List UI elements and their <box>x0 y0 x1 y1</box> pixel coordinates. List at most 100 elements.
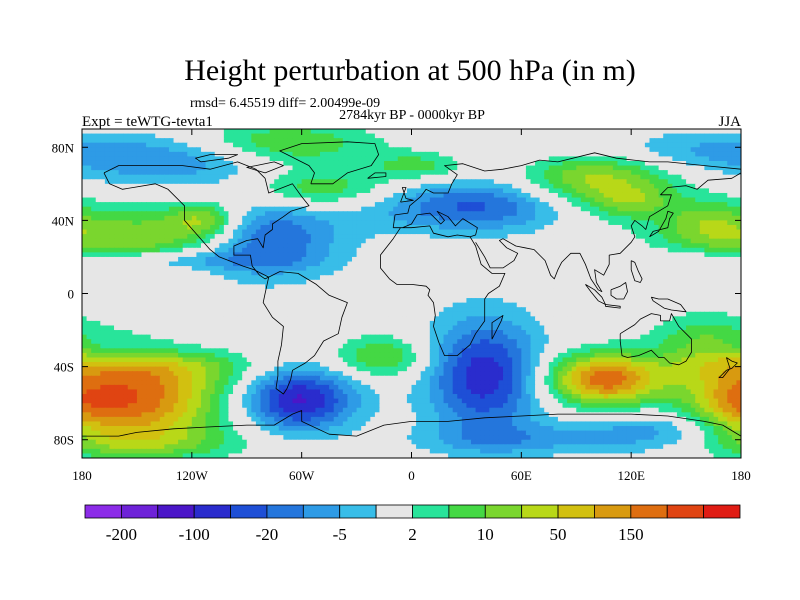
field-cell <box>663 261 669 267</box>
field-cell <box>283 156 289 162</box>
field-cell <box>297 215 303 221</box>
field-cell <box>608 247 614 253</box>
field-cell <box>690 206 696 212</box>
field-cell <box>731 266 738 272</box>
field-cell <box>82 133 88 139</box>
field-cell <box>127 151 133 158</box>
field-cell <box>233 256 239 263</box>
field-cell <box>136 133 143 139</box>
field-cell <box>475 275 481 281</box>
field-cell <box>576 238 582 244</box>
field-cell <box>352 133 358 139</box>
field-cell <box>388 192 394 199</box>
field-cell <box>612 261 619 267</box>
field-cell <box>658 138 664 144</box>
field-cell <box>493 279 500 285</box>
field-cell <box>731 133 738 139</box>
field-cell <box>393 142 399 148</box>
field-cell <box>136 224 143 231</box>
field-cell <box>654 179 660 185</box>
field-cell <box>493 202 500 208</box>
field-cell <box>297 279 303 285</box>
field-cell <box>443 179 449 185</box>
field-cell <box>416 147 422 153</box>
field-cell <box>622 138 628 144</box>
field-cell <box>406 238 413 244</box>
field-cell <box>461 261 468 267</box>
field-cell <box>109 275 115 281</box>
field-cell <box>333 170 339 176</box>
field-cell <box>297 229 303 235</box>
field-cell <box>644 183 651 190</box>
field-cell <box>722 138 728 144</box>
field-cell <box>219 284 225 290</box>
field-cell <box>507 220 513 226</box>
field-cell <box>297 129 303 135</box>
field-cell <box>82 142 88 148</box>
field-cell <box>205 270 211 276</box>
field-cell <box>557 133 564 139</box>
field-cell <box>187 165 193 171</box>
field-cell <box>187 133 193 139</box>
field-cell <box>370 133 376 139</box>
field-cell <box>393 197 399 203</box>
field-cell <box>580 224 587 231</box>
field-cell <box>599 192 605 199</box>
field-cell <box>731 183 738 190</box>
field-cell <box>562 147 568 153</box>
field-cell <box>416 234 422 240</box>
field-cell <box>452 234 458 240</box>
field-cell <box>493 129 500 135</box>
field-cell <box>402 138 408 144</box>
field-cell <box>635 252 641 258</box>
field-cell <box>214 243 220 249</box>
field-cell <box>150 192 156 199</box>
field-cell <box>265 183 271 190</box>
field-cell <box>297 156 303 162</box>
field-cell <box>429 247 435 253</box>
field-cell <box>635 129 641 135</box>
field-cell <box>544 238 550 244</box>
field-cell <box>608 234 614 240</box>
field-cell <box>722 252 728 258</box>
field-cell <box>173 142 179 148</box>
field-cell <box>713 270 719 276</box>
field-cell <box>708 261 715 267</box>
field-cell <box>461 133 468 139</box>
field-cell <box>507 252 513 258</box>
field-cell <box>690 197 696 203</box>
field-cell <box>411 238 417 244</box>
field-cell <box>361 129 367 135</box>
field-cell <box>274 247 280 253</box>
field-cell <box>631 160 637 167</box>
field-cell <box>242 142 248 148</box>
field-cell <box>470 183 477 190</box>
field-cell <box>438 151 445 158</box>
field-cell <box>246 147 252 153</box>
field-cell <box>109 202 115 208</box>
field-cell <box>580 160 587 167</box>
field-cell <box>356 238 362 244</box>
field-cell <box>429 151 435 158</box>
field-cell <box>255 170 262 176</box>
field-cell <box>713 147 719 153</box>
field-cell <box>722 188 728 194</box>
field-cell <box>146 266 152 272</box>
field-cell <box>402 174 408 180</box>
field-cell <box>237 202 243 208</box>
field-cell <box>603 156 609 162</box>
field-cell <box>159 284 165 290</box>
field-cell <box>594 220 600 226</box>
field-cell <box>736 129 741 135</box>
field-cell <box>544 202 550 208</box>
field-cell <box>654 279 660 285</box>
field-cell <box>265 165 271 171</box>
field-cell <box>114 138 120 144</box>
field-cell <box>562 165 568 171</box>
field-cell <box>136 142 143 148</box>
field-cell <box>484 266 490 272</box>
field-cell <box>704 174 710 180</box>
field-cell <box>365 215 371 221</box>
field-cell <box>324 247 330 253</box>
field-cell <box>246 238 252 244</box>
